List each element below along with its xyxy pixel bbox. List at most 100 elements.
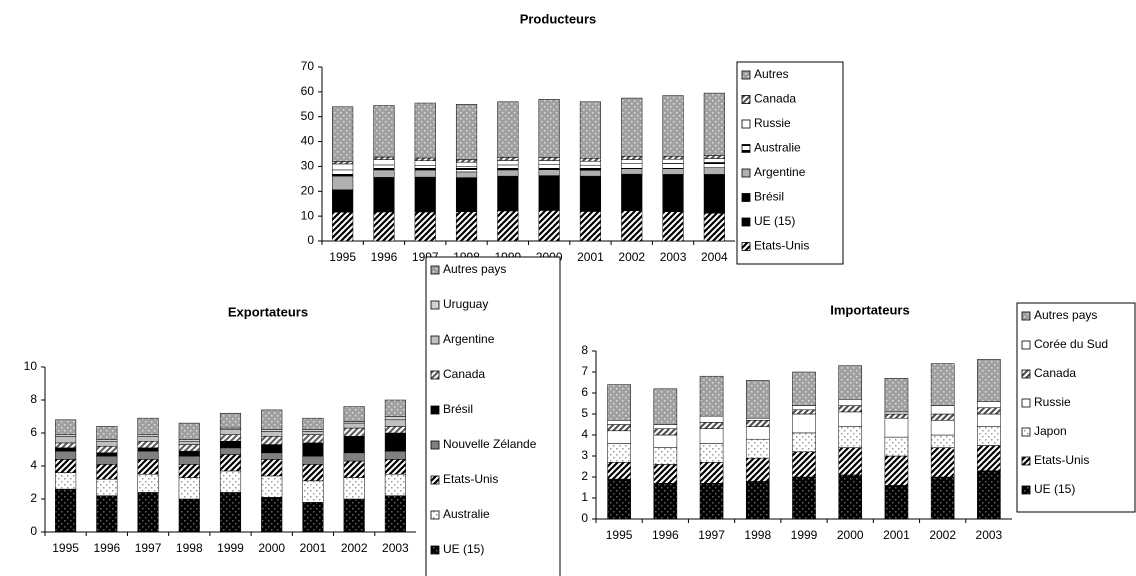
bar-segment: [373, 177, 395, 194]
legend-label: Autres: [754, 67, 789, 81]
bar-segment: [302, 442, 324, 457]
legend-label: Canada: [443, 367, 485, 381]
x-tick-label: 1995: [329, 250, 356, 264]
bar-segment: [137, 450, 159, 460]
legend-swatch: [741, 242, 751, 251]
bar-segment: [579, 157, 602, 162]
bar-segment: [930, 447, 955, 478]
bar-segment: [579, 192, 602, 212]
legend-swatch: [741, 168, 751, 178]
bar-segment: [662, 192, 684, 212]
bar-segment: [699, 415, 724, 423]
legend-swatch: [1021, 456, 1031, 466]
bar-segment: [621, 173, 643, 193]
y-tick-label: 0: [581, 511, 588, 525]
bar-segment: [977, 445, 1001, 471]
bar-segment: [414, 192, 436, 213]
y-tick-label: 0: [307, 233, 314, 247]
bar-segment: [621, 210, 643, 242]
bar-segment: [977, 413, 1001, 427]
bar-segment: [538, 169, 560, 176]
bar-segment: [538, 160, 560, 165]
bar-segment: [621, 159, 643, 164]
bar-segment: [137, 459, 159, 475]
bar-segment: [607, 424, 631, 432]
bar-segment: [373, 169, 395, 178]
bar-segment: [792, 371, 816, 406]
bar-segment: [261, 409, 283, 430]
bar-segment: [745, 457, 770, 482]
bar-segment: [792, 432, 816, 453]
bar-segment: [497, 101, 519, 158]
bar-segment: [332, 211, 354, 242]
bar-segment: [977, 407, 1001, 415]
bar-segment: [884, 413, 909, 419]
bar-segment: [96, 455, 118, 465]
legend-label: Brésil: [443, 402, 473, 416]
bar-segment: [579, 175, 602, 194]
bar-segment: [497, 175, 519, 193]
bar-segment: [96, 452, 118, 457]
bar-segment: [662, 163, 684, 169]
legend-label: Corée du Sud: [1034, 337, 1108, 351]
x-tick-label: 2002: [929, 528, 956, 542]
y-tick-label: 10: [24, 359, 38, 373]
bar-segment: [414, 165, 436, 171]
bar-segment: [838, 405, 863, 413]
bar-segment: [884, 485, 909, 520]
x-tick-label: 2001: [300, 541, 327, 555]
y-tick-label: 20: [301, 183, 315, 197]
bar-segment: [930, 363, 955, 406]
bar-segment: [977, 470, 1001, 520]
bar-segment: [384, 495, 406, 533]
x-tick-label: 1996: [93, 541, 120, 555]
bar-segment: [384, 416, 406, 421]
bar-segment: [261, 431, 283, 437]
x-tick-label: 2004: [701, 250, 728, 264]
bar-segment: [55, 450, 77, 460]
bar-segment: [55, 459, 77, 473]
bar-segment: [219, 434, 242, 442]
bar-segment: [930, 420, 955, 436]
y-tick-label: 4: [30, 458, 37, 472]
y-tick-label: 3: [581, 448, 588, 462]
bar-segment: [55, 419, 77, 435]
x-tick-label: 2003: [976, 528, 1003, 542]
y-tick-label: 30: [301, 159, 315, 173]
bar-segment: [621, 168, 643, 175]
y-tick-label: 10: [301, 208, 315, 222]
bar-segment: [332, 175, 354, 191]
legend-label: UE (15): [443, 542, 484, 556]
x-tick-label: 1995: [52, 541, 79, 555]
x-tick-label: 2000: [837, 528, 864, 542]
bar-segment: [497, 157, 519, 161]
legend-label: Australie: [754, 141, 801, 155]
bar-segment: [579, 170, 602, 177]
bar-segment: [538, 99, 560, 158]
bar-segment: [373, 159, 395, 166]
x-tick-label: 1997: [135, 541, 162, 555]
legend-label: Etats-Unis: [443, 472, 498, 486]
chart-title: Exportateurs: [228, 304, 308, 319]
bar-segment: [219, 492, 242, 533]
bar-segment: [455, 171, 478, 178]
bar-segment: [703, 155, 725, 159]
bar-segment: [621, 155, 643, 160]
bar-segment: [384, 419, 406, 427]
legend-box: [1016, 302, 1136, 513]
legend-swatch: [1021, 427, 1031, 437]
bar-segment: [343, 422, 365, 429]
bar-segment: [497, 160, 519, 166]
bar-segment: [414, 102, 436, 159]
bar-segment: [384, 459, 406, 475]
legend-swatch: [1021, 340, 1031, 350]
bar-segment: [930, 434, 955, 448]
bar-segment: [332, 161, 354, 165]
bar-segment: [455, 211, 478, 242]
bar-segment: [373, 211, 395, 242]
legend-label: UE (15): [1034, 482, 1075, 496]
legend-label: Canada: [1034, 366, 1076, 380]
bar-segment: [343, 460, 365, 478]
bar-segment: [607, 384, 631, 421]
bar-segment: [384, 399, 406, 417]
